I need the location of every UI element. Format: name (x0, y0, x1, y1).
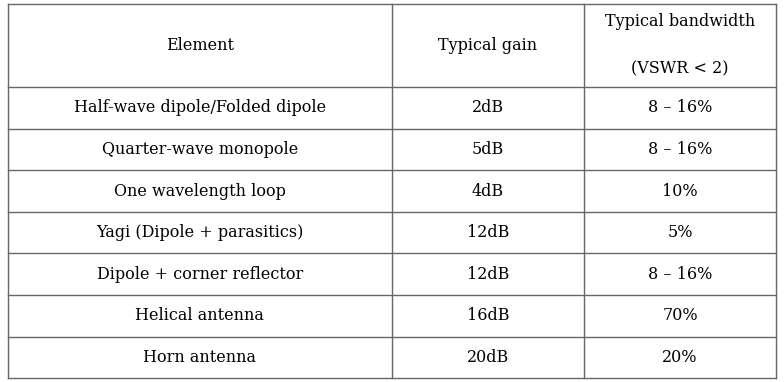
Text: One wavelength loop: One wavelength loop (114, 183, 286, 199)
Text: 70%: 70% (662, 307, 698, 324)
Text: 16dB: 16dB (466, 307, 510, 324)
Text: Yagi (Dipole + parasitics): Yagi (Dipole + parasitics) (96, 224, 303, 241)
Text: 10%: 10% (662, 183, 698, 199)
Text: 4dB: 4dB (472, 183, 504, 199)
Text: 8 – 16%: 8 – 16% (648, 99, 713, 116)
Text: 8 – 16%: 8 – 16% (648, 141, 713, 158)
Text: 12dB: 12dB (466, 224, 510, 241)
Text: Dipole + corner reflector: Dipole + corner reflector (96, 266, 303, 283)
Text: Horn antenna: Horn antenna (143, 349, 256, 366)
Text: Half-wave dipole/Folded dipole: Half-wave dipole/Folded dipole (74, 99, 326, 116)
Text: Quarter-wave monopole: Quarter-wave monopole (102, 141, 298, 158)
Text: 20%: 20% (662, 349, 698, 366)
Text: 5dB: 5dB (472, 141, 504, 158)
Text: Element: Element (166, 37, 234, 54)
Text: 12dB: 12dB (466, 266, 510, 283)
Text: Typical bandwidth

(VSWR < 2): Typical bandwidth (VSWR < 2) (605, 13, 755, 78)
Text: 2dB: 2dB (472, 99, 504, 116)
Text: Typical gain: Typical gain (438, 37, 538, 54)
Text: 20dB: 20dB (467, 349, 509, 366)
Text: Helical antenna: Helical antenna (136, 307, 264, 324)
Text: 8 – 16%: 8 – 16% (648, 266, 713, 283)
Text: 5%: 5% (667, 224, 693, 241)
